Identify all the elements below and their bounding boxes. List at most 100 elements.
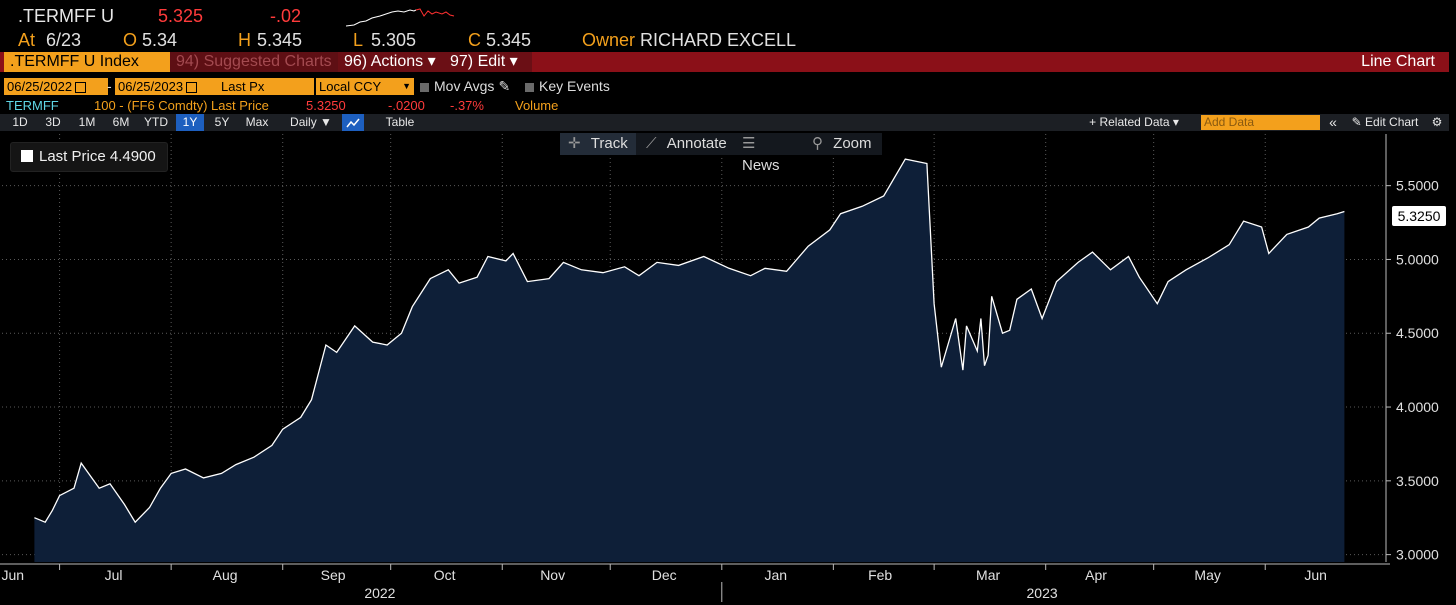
end-date-field[interactable]: 06/25/2023	[115, 78, 219, 95]
annotate-label: Annotate	[666, 135, 727, 152]
chart-tools-bar: ✛ Track ⟋ Annotate ☰ News ⚲ Zoom	[560, 133, 882, 174]
owner-name: RICHARD EXCELL	[640, 30, 797, 50]
period-1m-button[interactable]: 1M	[78, 115, 96, 129]
edit-menu-button[interactable]: 97) Edit ▾	[444, 52, 532, 72]
currency-select[interactable]: Local CCY ▼	[316, 78, 414, 95]
ohlc-row: At 6/23 O 5.34 H 5.345 L 5.305 C 5.345 O…	[0, 30, 1456, 52]
y-tick-label: 5.0000	[1396, 251, 1439, 267]
quote-header: .TERMFF U 5.325 -.02	[0, 6, 1456, 28]
chevron-down-icon: ▼	[402, 81, 411, 91]
at-label: At	[18, 30, 36, 50]
net-change: -.02	[270, 6, 302, 26]
magnifier-icon: ⚲	[812, 135, 823, 152]
actions-menu-button[interactable]: 96) Actions ▾	[338, 52, 450, 72]
at-date: 6/23	[46, 30, 82, 50]
price-line	[34, 158, 1345, 524]
collapse-icon[interactable]: «	[1329, 114, 1337, 130]
calendar-icon	[186, 82, 198, 94]
track-tool[interactable]: ✛ Track	[560, 133, 636, 155]
field-select[interactable]: Last Px	[218, 78, 314, 95]
x-month-label: Feb	[868, 567, 892, 583]
close-value: 5.345	[486, 30, 532, 50]
legend-row: TERMFF 100 - (FF6 Comdty) Last Price 5.3…	[0, 98, 1456, 114]
x-month-label: Mar	[976, 567, 1000, 583]
currency-value: Local CCY	[319, 79, 382, 94]
period-5y-button[interactable]: 5Y	[214, 115, 230, 129]
params-row: 06/25/2022 - 06/25/2023 Last Px Local CC…	[0, 78, 1456, 96]
x-month-label: Jun	[2, 567, 25, 583]
related-data-button[interactable]: + Related Data ▾	[1089, 115, 1179, 129]
y-tick-label: 5.5000	[1396, 178, 1439, 194]
last-price-legend-text: Last Price 4.4900	[39, 148, 156, 165]
start-date-value: 06/25/2022	[7, 79, 73, 94]
table-button[interactable]: Table	[385, 115, 415, 129]
chart-toolbar: 1D 3D 1M 6M YTD 1Y 5Y Max Daily ▼ Table + Relat…	[0, 114, 1449, 131]
last-price-legend[interactable]: Last Price 4.4900	[10, 142, 168, 172]
x-month-label: Dec	[652, 567, 677, 583]
y-tick-label: 3.5000	[1396, 473, 1439, 489]
x-month-label: Sep	[321, 567, 346, 583]
period-6m-button[interactable]: 6M	[112, 115, 130, 129]
security-field[interactable]: .TERMFF U Index	[4, 52, 174, 72]
high-value: 5.345	[257, 30, 303, 50]
open-value: 5.34	[142, 30, 178, 50]
x-month-label: Nov	[540, 567, 565, 583]
x-year-label: 2022	[364, 585, 395, 601]
period-1y-button[interactable]: 1Y	[176, 114, 204, 131]
annotate-tool[interactable]: ⟋ Annotate	[640, 133, 732, 155]
pencil-icon: ⟋	[646, 135, 657, 152]
high-label: H	[238, 30, 251, 50]
legend-volume: Volume	[515, 98, 559, 113]
frequency-select[interactable]: Daily ▼	[290, 115, 332, 129]
legend-description: 100 - (FF6 Comdty) Last Price	[94, 98, 269, 113]
sparkline-icon	[346, 8, 455, 27]
key-events-label: Key Events	[539, 78, 610, 94]
y-tick-label: 4.5000	[1396, 325, 1439, 341]
end-date-value: 06/25/2023	[118, 79, 184, 94]
owner-label: Owner	[582, 30, 636, 50]
ticker: .TERMFF U	[18, 6, 114, 26]
crosshair-icon: ✛	[568, 135, 581, 152]
checkbox-icon	[420, 82, 429, 92]
x-year-label: 2023	[1027, 585, 1058, 601]
period-3d-button[interactable]: 3D	[45, 115, 61, 129]
news-tool[interactable]: ☰ News	[736, 133, 802, 174]
x-month-label: Jan	[764, 567, 787, 583]
y-tick-label: 3.0000	[1396, 547, 1439, 563]
start-date-field[interactable]: 06/25/2022	[4, 78, 108, 95]
edit-chart-button[interactable]: ✎ Edit Chart	[1351, 115, 1419, 129]
low-label: L	[353, 30, 364, 50]
date-dash: -	[107, 78, 112, 94]
calendar-icon	[75, 82, 87, 94]
x-month-label: Aug	[213, 567, 238, 583]
line-chart-icon[interactable]	[342, 114, 364, 131]
track-label: Track	[590, 135, 628, 152]
x-month-label: May	[1194, 567, 1220, 583]
last-price: 5.325	[158, 6, 204, 26]
zoom-label: Zoom	[833, 135, 872, 152]
legend-percent: -.37%	[450, 98, 484, 113]
news-label: News	[742, 157, 780, 174]
period-ytd-button[interactable]: YTD	[144, 115, 168, 129]
chart-type-label: Line Chart	[1361, 53, 1435, 70]
price-area	[34, 159, 1345, 562]
y-tick-label: 4.0000	[1396, 399, 1439, 415]
open-label: O	[123, 30, 138, 50]
x-month-label: Oct	[434, 567, 456, 583]
period-max-button[interactable]: Max	[245, 115, 269, 129]
mov-avgs-toggle[interactable]: Mov Avgs ✎	[420, 78, 510, 95]
settings-gear-icon[interactable]: ⚙	[1431, 115, 1443, 129]
x-month-label: Jul	[105, 567, 123, 583]
news-icon: ☰	[742, 135, 756, 152]
pencil-icon: ✎	[498, 78, 511, 94]
current-price-tag: 5.3250	[1392, 206, 1446, 226]
suggested-charts-button[interactable]: 94) Suggested Charts	[170, 52, 342, 72]
period-1d-button[interactable]: 1D	[12, 115, 28, 129]
key-events-toggle[interactable]: Key Events	[525, 78, 610, 94]
x-month-label: Apr	[1085, 567, 1107, 583]
security-bar: .TERMFF U Index 94) Suggested Charts 96)…	[0, 52, 1449, 72]
add-data-input[interactable]: Add Data	[1201, 115, 1320, 130]
zoom-tool[interactable]: ⚲ Zoom	[806, 133, 878, 155]
mov-avgs-label: Mov Avgs	[434, 78, 495, 94]
